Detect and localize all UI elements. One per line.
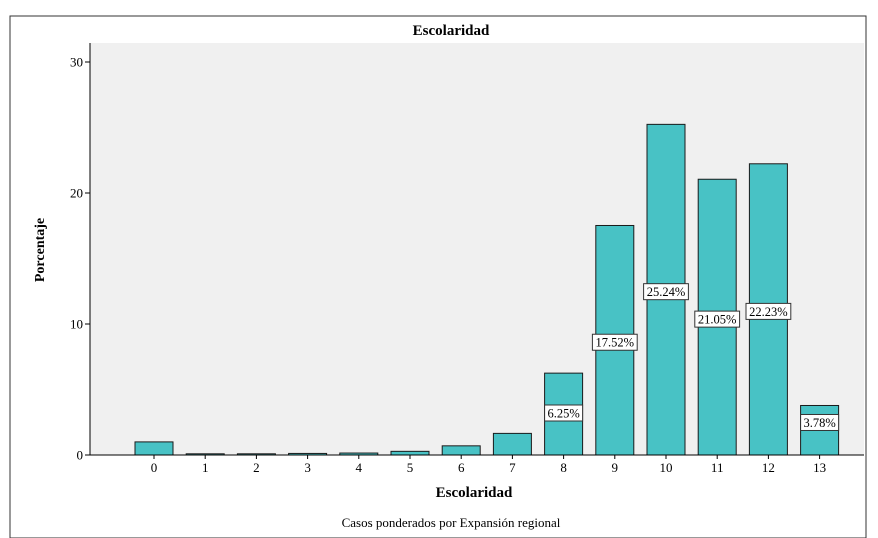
data-label-13: 3.78% [803, 416, 835, 430]
chart-footnote: Casos ponderados por Expansión regional [342, 515, 561, 530]
x-tick-label-12: 12 [762, 460, 775, 475]
data-label-10: 25.24% [647, 285, 686, 299]
x-tick-label-1: 1 [202, 460, 209, 475]
x-tick-label-4: 4 [356, 460, 363, 475]
y-tick-label-20: 20 [70, 186, 83, 201]
chart-title: Escolaridad [413, 23, 490, 39]
bar-0 [135, 442, 173, 455]
x-tick-label-6: 6 [458, 460, 465, 475]
data-label-9: 17.52% [596, 336, 635, 350]
y-tick-label-30: 30 [70, 55, 83, 70]
bar-7 [493, 433, 531, 455]
x-tick-label-9: 9 [612, 460, 619, 475]
x-tick-label-7: 7 [509, 460, 516, 475]
data-label-8: 6.25% [547, 407, 579, 421]
bar-6 [442, 446, 480, 455]
x-tick-label-2: 2 [253, 460, 260, 475]
x-axis-label: Escolaridad [436, 485, 513, 501]
x-tick-label-3: 3 [304, 460, 311, 475]
y-tick-label-0: 0 [77, 448, 84, 463]
x-tick-label-10: 10 [660, 460, 673, 475]
y-axis-label: Porcentaje [33, 218, 48, 282]
x-tick-label-5: 5 [407, 460, 414, 475]
data-label-12: 22.23% [749, 305, 788, 319]
data-label-11: 21.05% [698, 313, 737, 327]
x-tick-label-13: 13 [813, 460, 826, 475]
bar-5 [391, 451, 429, 455]
x-tick-label-0: 0 [151, 460, 158, 475]
plot-background [90, 43, 864, 455]
x-tick-label-11: 11 [711, 460, 724, 475]
y-tick-label-10: 10 [70, 317, 83, 332]
x-tick-label-8: 8 [560, 460, 567, 475]
